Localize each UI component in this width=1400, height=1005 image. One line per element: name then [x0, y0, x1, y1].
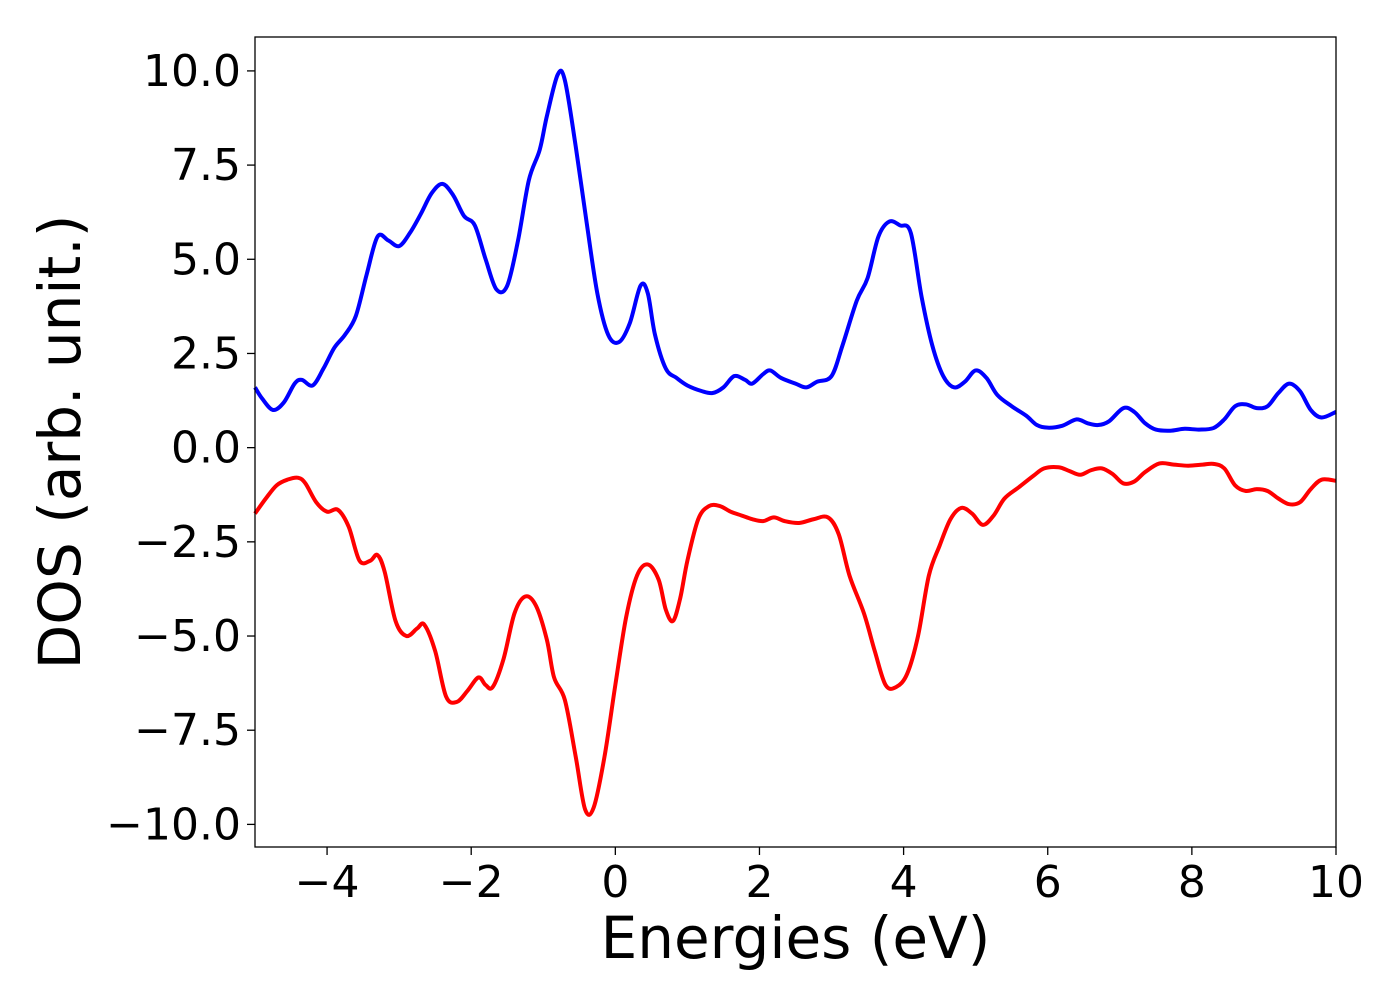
y-tick-label: 5.0 [171, 234, 241, 285]
plot-frame [254, 36, 1337, 848]
series-line-1 [253, 461, 1337, 817]
y-tick-label: 10.0 [143, 46, 241, 97]
y-axis-title: DOS (arb. unit.) [26, 215, 94, 670]
y-tick-label: −5.0 [134, 611, 241, 662]
x-tick-label: 0 [601, 857, 629, 908]
y-tick-label: −7.5 [134, 705, 241, 756]
y-axis-ticks: 10.0 7.5 5.0 2.5 0.0 −2.5 −5.0 −7.5 −10.0 [106, 46, 255, 850]
x-axis-ticks: −4 −2 0 2 4 6 8 10 [295, 847, 1364, 908]
y-tick-label: −10.0 [106, 799, 241, 850]
x-tick-label: 8 [1178, 857, 1206, 908]
x-tick-label: 6 [1034, 857, 1062, 908]
x-axis-title: Energies (eV) [601, 904, 991, 972]
y-tick-label: 7.5 [171, 140, 241, 191]
series-layer [253, 68, 1337, 817]
x-tick-label: 10 [1308, 857, 1364, 908]
y-tick-label: 2.5 [171, 328, 241, 379]
y-tick-label: −2.5 [134, 517, 241, 568]
x-tick-label: 4 [890, 857, 918, 908]
series-line-0 [253, 68, 1337, 433]
x-tick-label: −4 [295, 857, 360, 908]
x-tick-label: −2 [439, 857, 504, 908]
y-tick-label: 0.0 [171, 423, 241, 474]
plot-background [255, 37, 1336, 847]
x-tick-label: 2 [745, 857, 773, 908]
